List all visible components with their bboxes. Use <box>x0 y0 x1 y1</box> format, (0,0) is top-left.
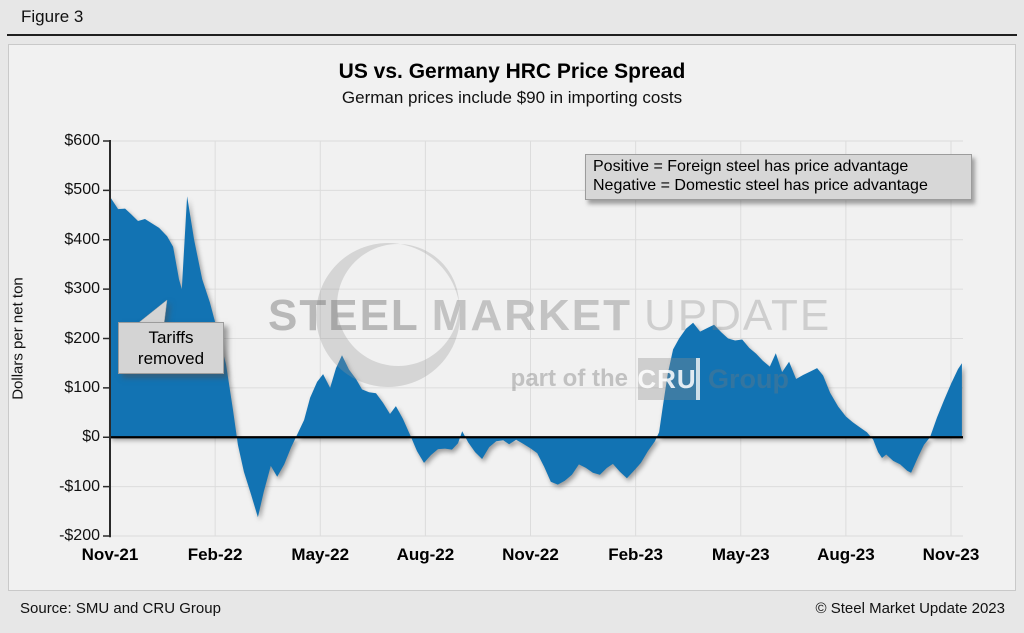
y-tick-label: $400 <box>64 230 100 248</box>
x-tick-label: Aug-23 <box>817 545 875 564</box>
watermark-word-steel: STEEL <box>268 291 420 340</box>
cru-logo-text: CRU <box>637 363 697 394</box>
chart-subtitle: German prices include $90 in importing c… <box>341 88 683 107</box>
watermark-tagline: part of the CRU Group <box>470 358 789 400</box>
x-tick-label: Nov-22 <box>502 545 559 564</box>
watermark-word-market: MARKET <box>431 291 632 340</box>
callout-line-2: removed <box>137 349 205 368</box>
x-tick-label: Nov-21 <box>81 545 139 564</box>
x-tick-label: May-22 <box>291 545 350 564</box>
watermark-part-of-the: part of the <box>510 365 628 392</box>
y-tick-label: -$100 <box>59 477 100 495</box>
spread-area-series <box>110 196 962 518</box>
y-tick-label: $300 <box>64 280 100 298</box>
legend-note-positive: Positive = Foreign steel has price advan… <box>593 158 909 175</box>
y-tick-label: $100 <box>64 378 100 396</box>
callout-line-1: Tariffs <box>148 328 194 347</box>
x-tick-label: Feb-22 <box>187 545 243 564</box>
x-tick-label: Nov-23 <box>922 545 980 564</box>
watermark-word-update: UPDATE <box>644 291 832 340</box>
legend-note-box: Positive = Foreign steel has price advan… <box>585 154 972 200</box>
x-tick-label: May-23 <box>711 545 770 564</box>
tariffs-removed-callout: Tariffs removed <box>118 322 224 374</box>
chart-title: US vs. Germany HRC Price Spread <box>338 60 686 83</box>
legend-note-negative: Negative = Domestic steel has price adva… <box>593 177 928 194</box>
watermark-crescent-icon <box>316 243 461 387</box>
source-note: Source: SMU and CRU Group <box>20 600 221 617</box>
y-tick-label: $500 <box>64 181 100 199</box>
x-tick-label: Aug-22 <box>396 545 455 564</box>
copyright-note: © Steel Market Update 2023 <box>815 600 1006 617</box>
y-tick-label: $200 <box>64 329 100 347</box>
x-tick-label: Feb-23 <box>608 545 664 564</box>
header-rule <box>7 34 1017 36</box>
y-tick-label: -$200 <box>59 527 100 544</box>
figure-label: Figure 3 <box>21 7 84 26</box>
y-tick-label: $0 <box>82 428 100 446</box>
y-tick-label: $600 <box>64 132 100 149</box>
watermark-group: Group <box>708 363 789 394</box>
watermark-smu-logo-text: STEEL MARKET UPDATE <box>268 291 831 341</box>
cru-logo-box: CRU <box>637 358 700 400</box>
